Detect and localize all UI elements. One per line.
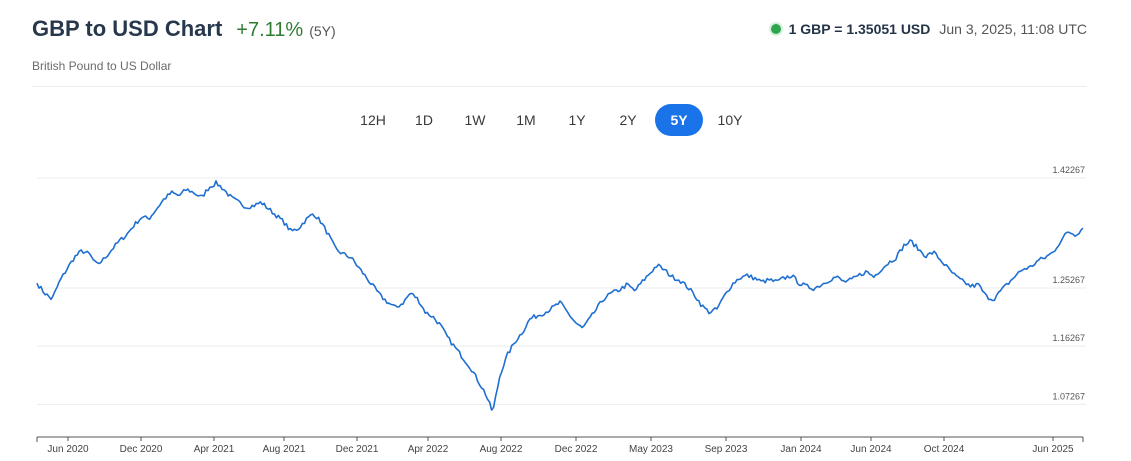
time-range-selector: 12H 1D 1W 1M 1Y 2Y 5Y 10Y [349,104,757,136]
range-button-2y[interactable]: 2Y [604,104,652,136]
x-tick-label: Aug 2021 [263,444,306,455]
title-row: GBP to USD Chart +7.11% (5Y) [32,16,336,42]
x-tick-label: Dec 2022 [555,444,598,455]
y-tick-label: 1.42267 [1052,165,1085,175]
page-subtitle: British Pound to US Dollar [32,59,172,73]
rate-value: 1 GBP = 1.35051 USD [788,21,931,37]
range-button-1w[interactable]: 1W [451,104,499,136]
price-series-line [36,180,1084,411]
x-tick-label: Jun 2024 [850,444,892,455]
range-button-1d[interactable]: 1D [400,104,448,136]
x-tick-label: Apr 2021 [194,444,235,455]
x-tick-label: Oct 2024 [924,444,965,455]
x-tick-label: Apr 2022 [408,444,449,455]
range-button-12h[interactable]: 12H [349,104,397,136]
range-button-1y[interactable]: 1Y [553,104,601,136]
rate-timestamp: Jun 3, 2025, 11:08 UTC [939,21,1087,37]
x-tick-label: Dec 2021 [336,444,379,455]
y-tick-label: 1.07267 [1052,391,1085,401]
x-tick-label: Jun 2025 [1032,444,1074,455]
x-tick-label: Aug 2022 [480,444,523,455]
change-percent: +7.11% [236,19,304,41]
x-tick-label: Sep 2023 [705,444,748,455]
x-tick-label: Dec 2020 [120,444,163,455]
range-button-1m[interactable]: 1M [502,104,550,136]
x-tick-label: Jun 2020 [47,444,89,455]
chart-header: GBP to USD Chart +7.11% (5Y) British Pou… [32,16,1087,87]
range-button-5y[interactable]: 5Y [655,104,703,136]
change-period: (5Y) [309,23,336,39]
live-rate: 1 GBP = 1.35051 USD Jun 3, 2025, 11:08 U… [770,21,1087,37]
x-tick-label: Jan 2024 [780,444,822,455]
live-status-icon [770,24,781,34]
y-tick-label: 1.25267 [1052,275,1085,285]
page-title: GBP to USD Chart [32,16,223,41]
y-tick-label: 1.16267 [1052,333,1085,343]
x-tick-label: May 2023 [629,444,673,455]
range-button-10y[interactable]: 10Y [706,104,754,136]
